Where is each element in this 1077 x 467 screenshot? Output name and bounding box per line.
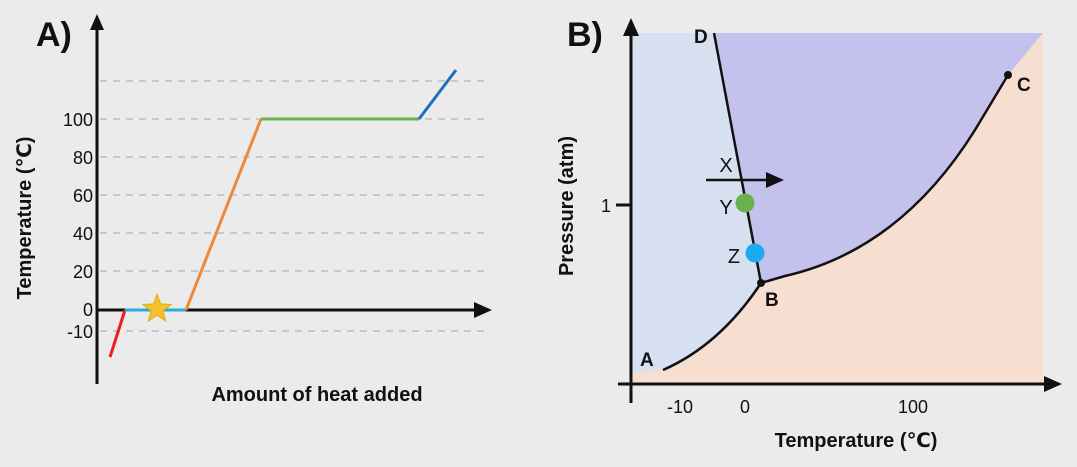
x-tick-label: 0 (740, 397, 750, 417)
y-tick-label: -10 (67, 322, 93, 342)
y-tick-label: 1 (601, 196, 611, 216)
triple-point-dot (757, 279, 765, 287)
critical-point-dot (1004, 71, 1012, 79)
point-c-label: C (1017, 75, 1031, 96)
y-tick-label: 80 (73, 148, 93, 168)
y-tick-label: 100 (63, 110, 93, 130)
panel-b-x-axis-arrow (1044, 376, 1062, 392)
gas-heating-segment (417, 69, 458, 120)
point-d-label: D (694, 27, 708, 48)
marker-y-label: Y (719, 197, 732, 219)
y-tick-label: 0 (83, 300, 93, 320)
solid-gas-boundary (662, 282, 763, 372)
marker-y-dot (735, 193, 755, 213)
panel-a-label: A) (36, 16, 72, 54)
panel-a-x-label: Amount of heat added (211, 384, 422, 406)
point-a-label: A (640, 350, 654, 371)
solid-region (631, 33, 761, 372)
liquid-heating-segment (184, 118, 263, 311)
x-tick-label: -10 (667, 397, 693, 417)
panel-a-y-ticks: 100 80 60 40 20 0 -10 (63, 110, 93, 342)
x-tick-label: 100 (898, 397, 928, 417)
star-icon (141, 292, 173, 323)
solid-heating-segment (108, 309, 127, 358)
panel-a: A) 100 80 60 40 20 0 -10 (14, 14, 492, 406)
panel-b: B) 1 -10 0 100 A B C D X Y Z (556, 16, 1062, 452)
marker-z-label: Z (728, 246, 740, 268)
liquid-gas-boundary (760, 74, 1010, 285)
gas-region (631, 33, 1043, 384)
panel-b-y-label: Pressure (atm) (556, 136, 578, 276)
y-tick-label: 60 (73, 186, 93, 206)
solid-liquid-boundary (712, 32, 763, 284)
point-b-label: B (765, 290, 779, 311)
arrow-right-icon-head (766, 172, 784, 188)
y-tick-label: 40 (73, 224, 93, 244)
marker-z-dot (745, 243, 765, 263)
marker-x-label: X (719, 155, 732, 177)
panel-a-y-label: Temperature (℃) (14, 137, 36, 300)
y-tick-label: 20 (73, 262, 93, 282)
panel-a-x-axis-arrow (474, 302, 492, 318)
liquid-region (714, 33, 1043, 283)
panel-b-label: B) (567, 16, 603, 54)
panel-a-y-axis-arrow (90, 14, 104, 30)
panel-b-y-axis-arrow (623, 18, 639, 36)
panel-b-x-label: Temperature (℃) (775, 430, 938, 452)
